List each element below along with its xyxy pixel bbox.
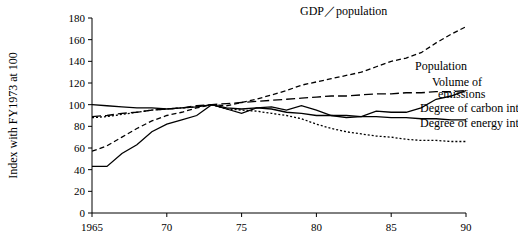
y-tick-label: 20 — [74, 185, 86, 197]
x-tick-label: 75 — [236, 221, 248, 233]
y-tick-label: 180 — [69, 12, 86, 24]
x-tick — [391, 213, 392, 217]
x-tick-label: 1965 — [81, 221, 104, 233]
series-line — [92, 91, 466, 117]
y-tick-label: 60 — [74, 142, 86, 154]
series-label: Degree of energy intensity — [420, 116, 518, 130]
x-tick — [92, 213, 93, 217]
x-tick-label: 90 — [461, 221, 473, 233]
series-label: Degree of carbon intensity — [420, 101, 518, 115]
y-tick-label: 40 — [74, 164, 86, 176]
x-tick — [466, 213, 467, 217]
y-axis-label: Index with FY1973 at 100 — [6, 52, 20, 179]
y-tick — [88, 39, 92, 40]
y-tick — [88, 148, 92, 149]
series-line — [92, 105, 466, 142]
series-label: Population — [415, 59, 467, 73]
y-tick — [88, 213, 92, 214]
series-line — [92, 105, 466, 120]
y-tick-label: 100 — [69, 99, 86, 111]
x-tick-label: 85 — [386, 221, 398, 233]
y-tick — [88, 126, 92, 127]
y-tick-label: 120 — [69, 77, 86, 89]
series-line — [92, 27, 466, 152]
plot-lines — [92, 27, 466, 167]
series-label: Volume ofemissions — [432, 75, 486, 101]
y-tick — [88, 83, 92, 84]
y-tick-label: 0 — [80, 207, 86, 219]
chart: 0 20 40 60 80 100 120 140 160 180 1965 70 75 80 85 90 In… — [0, 0, 518, 246]
x-tick — [166, 213, 167, 217]
y-tick — [88, 61, 92, 62]
y-tick-label: 160 — [69, 34, 86, 46]
y-tick — [88, 169, 92, 170]
y-tick — [88, 18, 92, 19]
x-tick-label: 80 — [311, 221, 323, 233]
series-line — [92, 91, 466, 167]
y-tick — [88, 191, 92, 192]
series-label: GDP／population — [300, 4, 387, 18]
x-tick — [316, 213, 317, 217]
x-tick — [241, 213, 242, 217]
y-tick-label: 80 — [74, 120, 86, 132]
y-tick-label: 140 — [69, 55, 86, 67]
x-tick-label: 70 — [161, 221, 173, 233]
y-axis — [92, 18, 93, 213]
x-axis — [92, 213, 466, 214]
y-tick — [88, 104, 92, 105]
